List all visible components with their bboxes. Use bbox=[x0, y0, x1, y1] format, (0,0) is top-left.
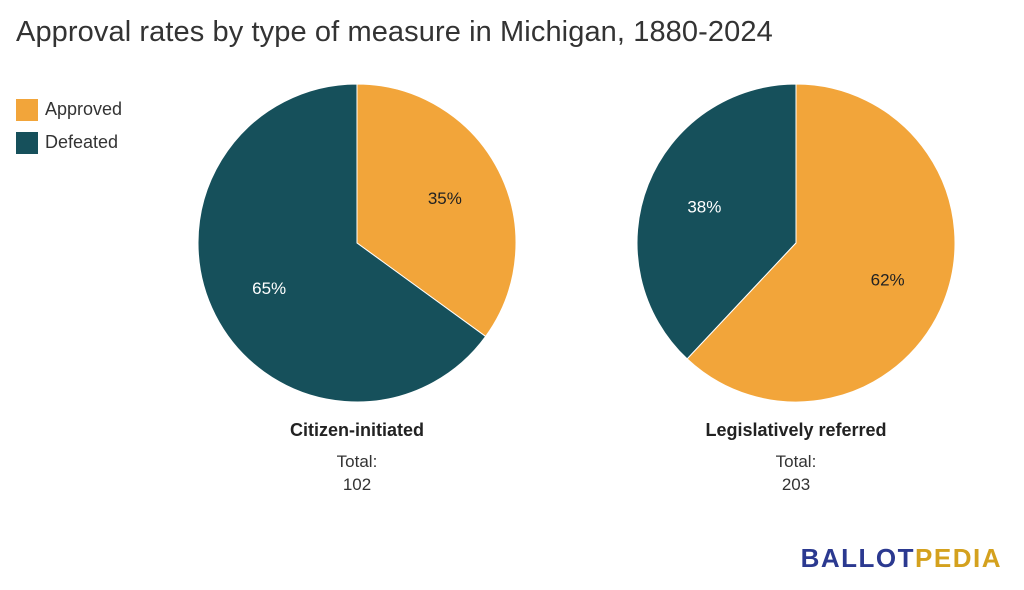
pie-slice-defeated[interactable] bbox=[197, 83, 487, 403]
logo-text-pedia: PEDIA bbox=[915, 543, 1002, 573]
pie-total-label-citizen-initiated: Total: bbox=[337, 452, 378, 471]
legend-swatch-defeated bbox=[16, 131, 38, 154]
legend-item-approved[interactable]: Approved bbox=[16, 93, 122, 126]
legend-label-defeated: Defeated bbox=[45, 132, 119, 152]
pie-total-value-citizen-initiated: 102 bbox=[343, 475, 371, 494]
legend-swatch-approved bbox=[16, 98, 38, 121]
pie-charts: 35% 65% 38% 62% Citizen-initiated Total: 1… bbox=[197, 83, 956, 494]
pie-chart-citizen-initiated: 35% 65% bbox=[197, 83, 517, 403]
legend-label-approved: Approved bbox=[45, 99, 123, 119]
legend: Approved Defeated bbox=[16, 93, 122, 159]
pie-label-defeated: 65% bbox=[252, 279, 286, 298]
pie-total-label-legislatively-referred: Total: bbox=[776, 452, 817, 471]
pie-label-defeated: 38% bbox=[687, 198, 721, 217]
pie-label-approved: 35% bbox=[428, 189, 462, 208]
pie-total-value-legislatively-referred: 203 bbox=[782, 475, 810, 494]
pie-label-approved: 62% bbox=[871, 270, 905, 289]
pie-slice-approved[interactable] bbox=[686, 83, 956, 403]
ballotpedia-logo: BALLOTPEDIA bbox=[801, 543, 1002, 574]
pie-title-citizen-initiated: Citizen-initiated bbox=[290, 420, 424, 440]
pie-slice-approved[interactable] bbox=[356, 83, 517, 338]
legend-item-defeated[interactable]: Defeated bbox=[16, 126, 122, 159]
pie-chart-legislatively-referred: 38% 62% bbox=[636, 83, 956, 403]
pie-slice-defeated[interactable] bbox=[636, 83, 797, 360]
pie-title-legislatively-referred: Legislatively referred bbox=[705, 420, 886, 440]
logo-text-ballot: BALLOT bbox=[800, 543, 916, 573]
chart-title: Approval rates by type of measure in Mic… bbox=[16, 16, 773, 48]
